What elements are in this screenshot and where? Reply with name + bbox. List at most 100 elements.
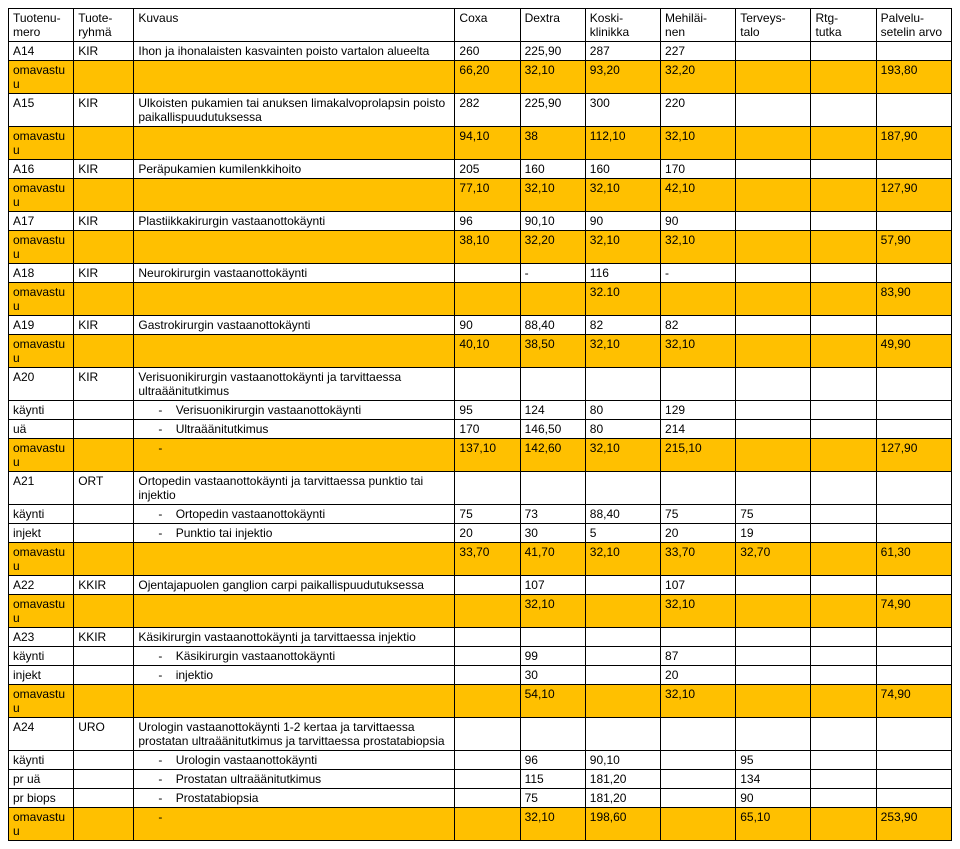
cell: injekt [9,524,74,543]
cell: 32,10 [520,61,585,94]
cell [811,595,876,628]
cell [585,368,660,401]
cell [455,751,520,770]
cell [455,718,520,751]
cell: KIR [74,368,134,401]
cell: 193,80 [876,61,951,94]
cell [736,283,811,316]
cell [455,666,520,685]
cell: 30 [520,524,585,543]
cell [736,316,811,335]
cell [134,685,455,718]
cell: 87 [661,647,736,666]
cell [876,647,951,666]
cell: 146,50 [520,420,585,439]
cell: 77,10 [455,179,520,212]
cell [661,283,736,316]
cell [585,718,660,751]
cell [811,212,876,231]
cell [585,628,660,647]
table-row: injekt- Punktio tai injektio203052019 [9,524,952,543]
cell: 19 [736,524,811,543]
cell: 116 [585,264,660,283]
cell [811,472,876,505]
cell [74,685,134,718]
col-coxa: Coxa [455,9,520,42]
cell [736,42,811,61]
cell: A24 [9,718,74,751]
cell: 129 [661,401,736,420]
table-row: omavastuu40,1038,5032,1032,1049,90 [9,335,952,368]
cell: 54,10 [520,685,585,718]
cell [736,420,811,439]
table-row: omavastuu54,1032,1074,90 [9,685,952,718]
cell [520,718,585,751]
cell [455,789,520,808]
cell: 5 [585,524,660,543]
price-table: Tuotenu-mero Tuote-ryhmä Kuvaus Coxa Dex… [8,8,952,841]
cell: pr uä [9,770,74,789]
cell [876,751,951,770]
table-row: uä- Ultraäänitutkimus170146,5080214 [9,420,952,439]
cell: omavastuu [9,543,74,576]
cell: 90 [661,212,736,231]
cell [455,595,520,628]
cell: 41,70 [520,543,585,576]
cell: 65,10 [736,808,811,841]
cell: pr biops [9,789,74,808]
cell [585,576,660,595]
cell [811,808,876,841]
cell [876,94,951,127]
cell [134,179,455,212]
table-row: A22KKIROjentajapuolen ganglion carpi pai… [9,576,952,595]
cell: 220 [661,94,736,127]
cell: 260 [455,42,520,61]
cell: 90,10 [585,751,660,770]
cell: 66,20 [455,61,520,94]
cell: 30 [520,666,585,685]
cell: KIR [74,42,134,61]
cell: 115 [520,770,585,789]
table-row: A23KKIRKäsikirurgin vastaanottokäynti ja… [9,628,952,647]
cell [520,368,585,401]
cell: - Ultraäänitutkimus [134,420,455,439]
cell: omavastuu [9,808,74,841]
cell: 215,10 [661,439,736,472]
cell: 227 [661,42,736,61]
cell: 127,90 [876,179,951,212]
cell: Ortopedin vastaanottokäynti ja tarvittae… [134,472,455,505]
cell [736,179,811,212]
cell: 20 [661,666,736,685]
table-row: A18KIRNeurokirurgin vastaanottokäynti-11… [9,264,952,283]
cell [661,751,736,770]
cell: KIR [74,160,134,179]
cell [876,264,951,283]
cell: käynti [9,505,74,524]
col-dextra: Dextra [520,9,585,42]
col-palvelusetelin-arvo: Palvelu-setelin arvo [876,9,951,42]
cell: 82 [661,316,736,335]
table-row: A21ORTOrtopedin vastaanottokäynti ja tar… [9,472,952,505]
cell: 80 [585,401,660,420]
cell [134,283,455,316]
cell [811,316,876,335]
cell: omavastuu [9,283,74,316]
cell [455,576,520,595]
cell: Verisuonikirurgin vastaanottokäynti ja t… [134,368,455,401]
table-row: omavastuu94,1038112,1032,10187,90 [9,127,952,160]
cell [520,472,585,505]
cell [811,543,876,576]
table-row: pr biops- Prostatabiopsia75181,2090 [9,789,952,808]
cell: 90 [455,316,520,335]
cell [811,264,876,283]
cell [74,231,134,264]
cell [736,595,811,628]
cell: URO [74,718,134,751]
cell [74,543,134,576]
cell [876,160,951,179]
cell: 82 [585,316,660,335]
cell: 95 [455,401,520,420]
cell: 75 [520,789,585,808]
cell: 32,10 [520,595,585,628]
cell [661,628,736,647]
